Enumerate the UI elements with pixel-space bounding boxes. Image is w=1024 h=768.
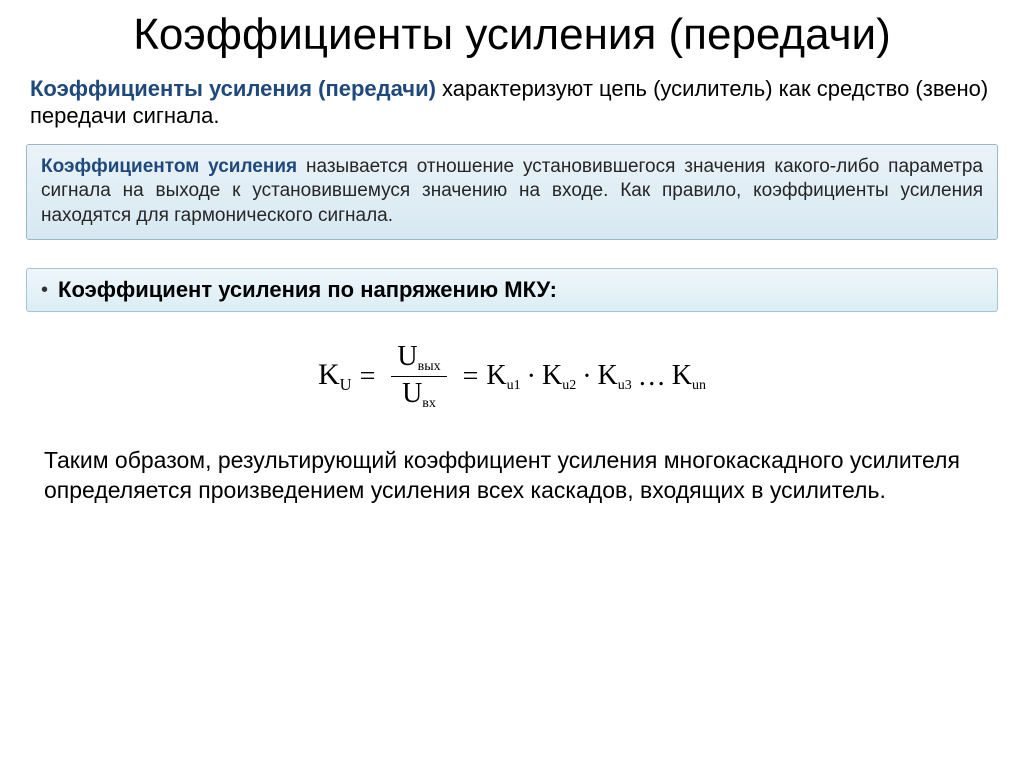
fraction-bar: [391, 376, 446, 377]
slide-title: Коэффициенты усиления (передачи): [20, 10, 1004, 61]
bullet-text: Коэффициент усиления по напряжению МКУ:: [58, 277, 557, 303]
multiply-dot-icon: ·: [527, 361, 536, 393]
definition-box: Коэффициентом усиления называется отноше…: [26, 144, 998, 240]
bullet-box: • Коэффициент усиления по напряжению МКУ…: [26, 268, 998, 312]
formula-term-3: Ku3: [598, 360, 632, 394]
formula: KU = Uвых Uвх = Ku1 · Ku2 · Ku3 … Kun: [20, 342, 1004, 412]
formula-term-n: Kun: [672, 360, 706, 394]
definition-lead: Коэффициентом усиления: [41, 156, 297, 177]
intro-paragraph: Коэффициенты усиления (передачи) характе…: [30, 75, 994, 130]
equals-icon: =: [463, 361, 479, 393]
fraction-denominator: Uвх: [396, 379, 442, 412]
fraction-numerator: Uвых: [391, 342, 446, 375]
multiply-dot-icon: ·: [582, 361, 591, 393]
intro-lead: Коэффициенты усиления (передачи): [30, 76, 436, 101]
conclusion: Таким образом, результирующий коэффициен…: [44, 446, 980, 506]
equals-icon: =: [360, 361, 376, 393]
formula-term-2: Ku2: [542, 360, 576, 394]
bullet-dot-icon: •: [41, 280, 48, 300]
formula-term-1: Ku1: [486, 360, 520, 394]
formula-k-left: KU: [318, 358, 352, 395]
formula-fraction: Uвых Uвх: [391, 342, 446, 412]
ellipsis-icon: …: [638, 361, 666, 393]
